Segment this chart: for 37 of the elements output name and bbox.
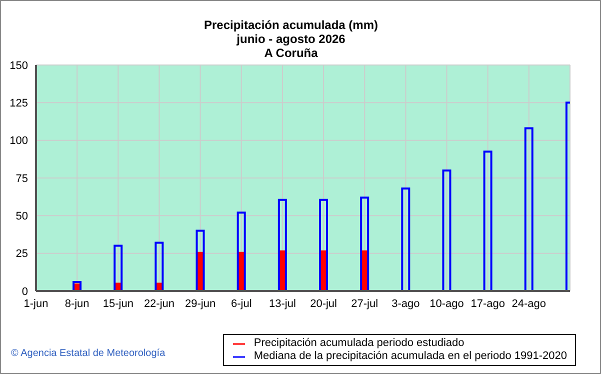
y-tick-label: 50: [16, 210, 28, 223]
x-tick-label: 8-jun: [64, 298, 90, 310]
bar: [196, 230, 205, 291]
x-tick-label: 24-ago: [512, 298, 546, 310]
legend-label: Mediana de la precipitación acumulada en el periodo 1991-2020: [254, 350, 567, 363]
y-tick-label: 75: [16, 172, 28, 185]
bar: [442, 169, 452, 291]
x-tick-label: 10-ago: [430, 298, 464, 310]
y-tick-label: 0: [22, 286, 28, 298]
text: © Agencia Estatal de Meteorología: [11, 348, 166, 359]
x-tick-label: 6-jul: [230, 298, 252, 310]
chart-subtitle: junio - agosto 2026 A Coruña: [236, 32, 346, 60]
x-tick-label: 15-jun: [102, 298, 134, 310]
legend-label: Precipitación acumulada periodo estudiado: [254, 337, 464, 350]
bar: [319, 198, 328, 291]
bar: [483, 150, 492, 291]
x-tick-label: 27-jul: [351, 298, 378, 310]
x-tick-label: 29-jun: [185, 298, 216, 310]
y-tick-label: 25: [16, 248, 28, 260]
bar: [278, 198, 287, 291]
y-tick-label: 150: [10, 60, 28, 72]
chart-title: Precipitación acumulada (mm): [202, 18, 380, 32]
bar: [236, 212, 246, 291]
x-tick-label: 22-jun: [144, 298, 175, 310]
x-tick-label: 20-jul: [310, 298, 337, 310]
x-tick-label: 17-ago: [470, 298, 505, 310]
bar: [72, 280, 82, 291]
bar: [401, 188, 410, 291]
x-tick-label: 1-jun: [24, 298, 48, 310]
bar: [524, 127, 534, 291]
y-tick-label: 100: [10, 135, 28, 148]
x-tick-label: 13-jul: [269, 298, 296, 310]
x-tick-label: 3-ago: [392, 298, 420, 310]
y-tick-label: 125: [10, 98, 28, 110]
bar: [360, 196, 370, 291]
bar: [114, 244, 123, 291]
bar: [154, 242, 164, 291]
